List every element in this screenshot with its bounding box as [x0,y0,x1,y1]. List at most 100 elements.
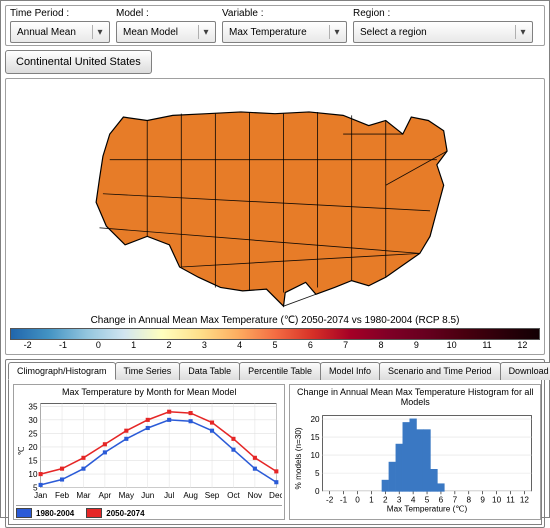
svg-text:0: 0 [356,495,361,504]
svg-text:Dec: Dec [269,491,282,500]
svg-text:25: 25 [28,429,38,438]
svg-text:Jan: Jan [34,491,48,500]
colorbar-tick: 4 [222,340,257,350]
legend: 1980-2004 2050-2074 [16,505,282,518]
svg-text:5: 5 [425,495,430,504]
svg-text:Apr: Apr [99,491,112,500]
legend-swatch [16,508,32,518]
chevron-down-icon: ▾ [515,25,530,39]
colorbar-tick: 12 [505,340,540,350]
colorbar-ticks: -2-10123456789101112 [10,340,540,350]
label-variable: Variable : [222,8,347,21]
svg-text:10: 10 [311,451,321,460]
svg-text:10: 10 [28,470,38,479]
line-chart-panel: Max Temperature by Month for Mean Model … [13,384,285,520]
label-time-period: Time Period : [10,8,110,21]
tab-model-info[interactable]: Model Info [320,362,380,380]
colorbar-tick: 8 [363,340,398,350]
histogram-title: Change in Annual Mean Max Temperature Hi… [292,387,538,407]
svg-text:35: 35 [28,402,38,411]
svg-text:15: 15 [311,433,321,442]
svg-text:Nov: Nov [248,491,263,500]
svg-text:11: 11 [507,495,516,504]
colorbar-tick: 6 [293,340,328,350]
legend-label: 2050-2074 [106,509,144,518]
map-panel: Change in Annual Mean Max Temperature (℃… [5,78,545,355]
svg-text:1: 1 [370,495,375,504]
tab-percentile-table[interactable]: Percentile Table [239,362,321,380]
filters-panel: Time Period : Model : Variable : Region … [5,5,545,46]
label-model: Model : [116,8,216,21]
svg-text:Feb: Feb [55,491,70,500]
colorbar-tick: 3 [187,340,222,350]
filters-controls: Annual Mean ▾ Mean Model ▾ Max Temperatu… [10,21,540,43]
tabs: Climograph/HistogramTime SeriesData Tabl… [8,362,542,380]
histogram-panel: Change in Annual Mean Max Temperature Hi… [289,384,541,520]
select-time-period[interactable]: Annual Mean ▾ [10,21,110,43]
svg-text:10: 10 [493,495,503,504]
histogram-chart[interactable]: 05101520-2-10123456789101112% models (n=… [292,408,538,517]
region-button[interactable]: Continental United States [5,50,152,74]
svg-text:20: 20 [28,443,38,452]
colorbar-tick: 7 [328,340,363,350]
svg-text:Max Temperature (℃): Max Temperature (℃) [387,505,468,514]
tab-scenario-and-time-period[interactable]: Scenario and Time Period [379,362,501,380]
colorbar-tick: 1 [116,340,151,350]
select-region-value: Select a region [360,27,427,38]
map-canvas[interactable] [10,83,540,313]
svg-text:9: 9 [481,495,486,504]
svg-text:15: 15 [28,457,38,466]
legend-item: 2050-2074 [86,508,144,518]
label-region: Region : [353,8,533,21]
region-button-label: Continental United States [16,56,141,68]
svg-text:7: 7 [453,495,458,504]
svg-text:6: 6 [439,495,444,504]
tab-body: Max Temperature by Month for Mean Model … [8,379,542,525]
colorbar-tick: 0 [81,340,116,350]
map-caption: Change in Annual Mean Max Temperature (℃… [10,315,540,326]
map-icon [25,83,525,313]
select-variable-value: Max Temperature [229,27,307,38]
svg-text:℃: ℃ [17,446,26,455]
chevron-down-icon: ▾ [92,25,107,39]
legend-swatch [86,508,102,518]
select-variable[interactable]: Max Temperature ▾ [222,21,347,43]
svg-text:Aug: Aug [183,491,198,500]
svg-text:May: May [119,491,135,500]
select-model[interactable]: Mean Model ▾ [116,21,216,43]
tab-download-summary[interactable]: Download Summary [500,362,550,380]
svg-text:Mar: Mar [76,491,90,500]
svg-text:Jul: Jul [164,491,175,500]
app-root: Time Period : Model : Variable : Region … [0,0,550,518]
svg-text:3: 3 [397,495,402,504]
legend-item: 1980-2004 [16,508,74,518]
svg-text:-2: -2 [326,495,334,504]
tab-climograph-histogram[interactable]: Climograph/Histogram [8,362,116,380]
svg-text:30: 30 [28,416,38,425]
colorbar-gradient [10,328,540,340]
tab-time-series[interactable]: Time Series [115,362,181,380]
line-chart[interactable]: 5101520253035℃JanFebMarAprMayJunJulAugSe… [16,398,282,503]
tabs-panel: Climograph/HistogramTime SeriesData Tabl… [5,359,545,528]
svg-text:0: 0 [316,487,321,496]
chevron-down-icon: ▾ [329,25,344,39]
svg-text:2: 2 [383,495,388,504]
svg-text:Oct: Oct [227,491,240,500]
tab-data-table[interactable]: Data Table [179,362,240,380]
chevron-down-icon: ▾ [198,25,213,39]
line-chart-title: Max Temperature by Month for Mean Model [16,387,282,397]
colorbar-tick: 10 [434,340,469,350]
svg-text:12: 12 [520,495,530,504]
select-region[interactable]: Select a region ▾ [353,21,533,43]
select-time-period-value: Annual Mean [17,27,76,38]
svg-text:% models (n=30): % models (n=30) [295,427,304,489]
svg-text:5: 5 [316,469,321,478]
legend-label: 1980-2004 [36,509,74,518]
colorbar-tick: -1 [45,340,80,350]
svg-text:-1: -1 [340,495,348,504]
colorbar-tick: 5 [257,340,292,350]
colorbar-tick: -2 [10,340,45,350]
region-button-row: Continental United States [5,50,545,74]
svg-text:4: 4 [411,495,416,504]
colorbar-tick: 2 [151,340,186,350]
